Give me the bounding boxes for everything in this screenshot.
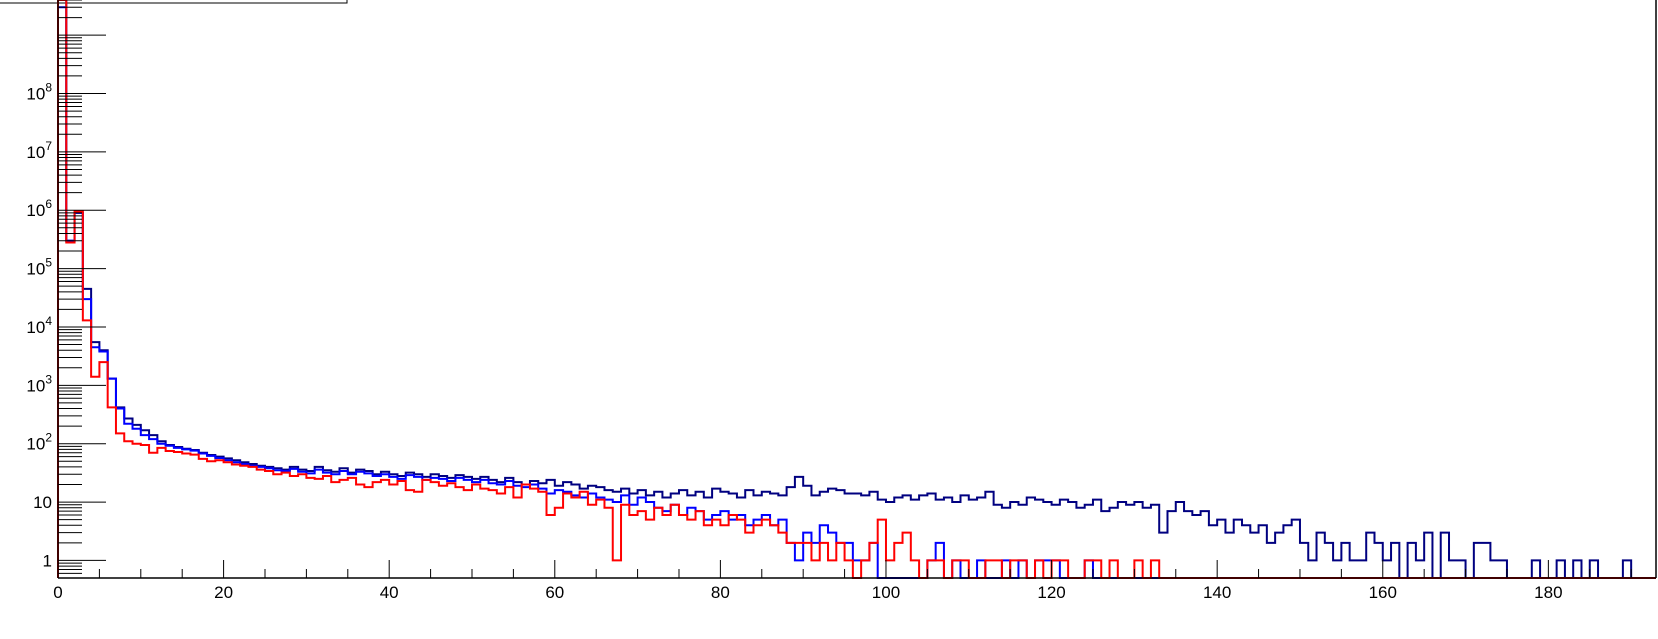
- x-tick-label: 100: [872, 583, 900, 602]
- y-tick-base: 1: [43, 551, 52, 570]
- y-tick-base: 10: [26, 201, 45, 220]
- y-tick-label: 107: [26, 139, 52, 162]
- y-tick-exponent: 6: [45, 197, 52, 211]
- x-tick-label: 160: [1369, 583, 1397, 602]
- y-tick-base: 10: [26, 260, 45, 279]
- stats-box: [0, 0, 348, 4]
- y-tick-label: 1: [43, 551, 52, 570]
- x-tick-label: 0: [53, 583, 62, 602]
- x-tick-label: 80: [711, 583, 730, 602]
- y-tick-label: 10: [33, 493, 52, 512]
- y-tick-label: 104: [26, 314, 52, 337]
- x-tick-label: 40: [380, 583, 399, 602]
- x-tick-label: 20: [214, 583, 233, 602]
- y-tick-base: 10: [26, 376, 45, 395]
- y-tick-base: 10: [26, 318, 45, 337]
- y-tick-exponent: 4: [45, 314, 52, 328]
- x-tick-label: 140: [1203, 583, 1231, 602]
- y-tick-base: 10: [26, 143, 45, 162]
- y-tick-exponent: 5: [45, 256, 52, 270]
- y-tick-exponent: 3: [45, 372, 52, 386]
- y-tick-exponent: 8: [45, 81, 52, 95]
- y-tick-base: 10: [26, 435, 45, 454]
- y-tick-label: 108: [26, 81, 52, 104]
- y-tick-label: 102: [26, 431, 52, 454]
- x-tick-label: 60: [545, 583, 564, 602]
- y-tick-exponent: 7: [45, 139, 52, 153]
- y-tick-exponent: 2: [45, 431, 52, 445]
- axes-layer: [57, 0, 1657, 579]
- y-tick-label: 106: [26, 197, 52, 220]
- y-tick-base: 10: [33, 493, 52, 512]
- x-tick-label: 180: [1534, 583, 1562, 602]
- y-tick-base: 10: [26, 85, 45, 104]
- x-tick-label: 120: [1037, 583, 1065, 602]
- y-tick-label: 105: [26, 256, 52, 279]
- labels-layer: 0 20 40 60 80 100 120 140 160 1801101021031041051…: [26, 81, 1562, 602]
- y-tick-label: 103: [26, 372, 52, 395]
